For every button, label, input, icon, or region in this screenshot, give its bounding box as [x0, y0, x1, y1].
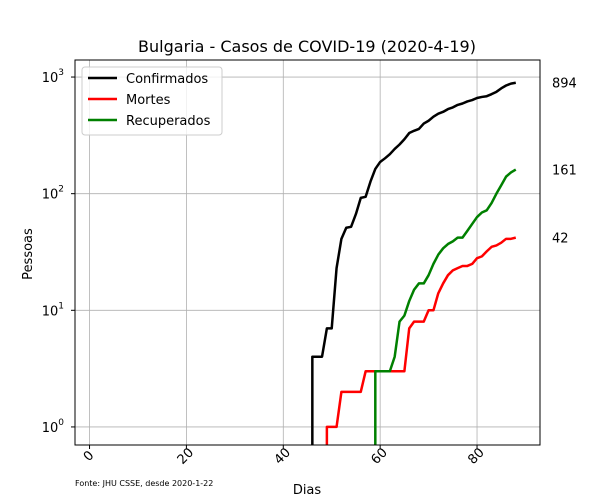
y-tick-label-exponent: 1 — [58, 301, 64, 311]
y-tick-label: 102 — [42, 185, 64, 203]
plot-frame — [74, 59, 541, 446]
y-axis-label: Pessoas — [21, 228, 36, 280]
source-note: Fonte: JHU CSSE, desde 2020-1-22 — [75, 479, 213, 488]
x-tick-label: 0 — [81, 448, 97, 464]
x-tick-label: 60 — [369, 445, 391, 467]
y-tick-label-base: 10 — [42, 421, 59, 436]
x-tick-label: 20 — [175, 445, 197, 467]
y-tick-label: 100 — [42, 418, 65, 436]
legend-box — [81, 66, 223, 136]
legend-label-mortes: Mortes — [126, 93, 171, 108]
series-layer — [311, 81, 517, 445]
series-line-recuperados — [374, 168, 517, 445]
end-label-mortes: 42 — [552, 232, 569, 247]
y-tick-label-base: 10 — [42, 188, 59, 203]
end-label-confirmados: 894 — [552, 77, 577, 92]
legend: Confirmados Mortes Recuperados — [81, 66, 223, 136]
y-tick-label-base: 10 — [42, 304, 59, 319]
x-axis-label: Dias — [293, 483, 322, 498]
y-tick-label-exponent: 2 — [58, 185, 64, 195]
y-tick-label-base: 10 — [42, 71, 59, 86]
y-tick-label-exponent: 3 — [58, 68, 64, 78]
y-tick-label: 101 — [42, 301, 64, 319]
series-line-confirmados — [311, 81, 517, 445]
y-tick-label-exponent: 0 — [58, 418, 64, 428]
x-tick-label: 40 — [272, 445, 294, 467]
x-tick-label: 80 — [465, 445, 487, 467]
series-line-mortes — [325, 236, 517, 445]
end-label-recuperados: 161 — [552, 164, 577, 179]
y-tick-label: 103 — [42, 68, 64, 86]
axes-layer — [71, 59, 541, 449]
legend-label-confirmados: Confirmados — [126, 72, 208, 87]
legend-label-recuperados: Recuperados — [126, 114, 211, 129]
chart-title: Bulgaria - Casos de COVID-19 (2020-4-19) — [138, 37, 476, 56]
